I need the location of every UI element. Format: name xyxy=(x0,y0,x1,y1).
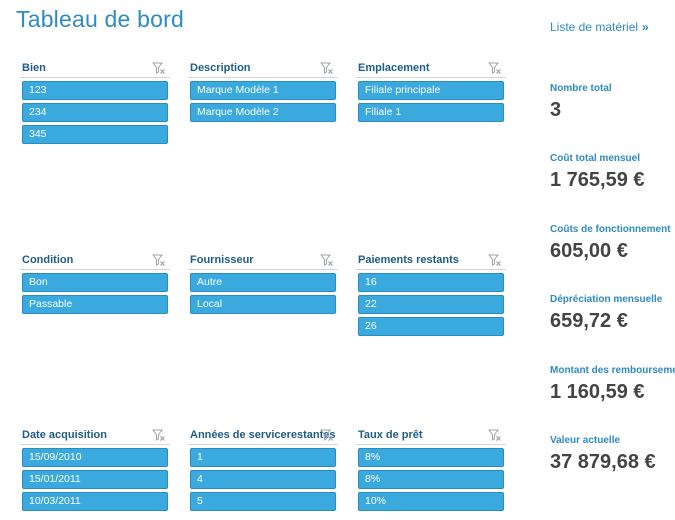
slicer-title: Date acquisition xyxy=(22,429,107,441)
kpi-label: Dépréciation mensuelle xyxy=(550,294,663,305)
slicer-header: Bien xyxy=(20,60,170,78)
kpi-value: 605,00 € xyxy=(550,240,628,262)
slicer-item[interactable]: 5 xyxy=(190,492,336,511)
slicer-header: Condition xyxy=(20,252,170,270)
funnel-clear-icon[interactable] xyxy=(319,253,334,267)
slicer-header: Taux de prêt xyxy=(356,427,506,445)
slicer-bien: Bien 123 234 345 xyxy=(20,60,170,144)
slicer-header: Emplacement xyxy=(356,60,506,78)
slicer-annees-de-servicerestantes: Années de servicerestantes 1 4 5 xyxy=(188,427,338,511)
slicer-item[interactable]: 4 xyxy=(190,470,336,489)
slicer-item[interactable]: Marque Modèle 1 xyxy=(190,81,336,100)
kpi-value: 1 160,59 € xyxy=(550,381,645,403)
slicer-title: Taux de prêt xyxy=(358,429,423,441)
slicer-item[interactable]: 10/03/2011 xyxy=(22,492,168,511)
slicer-taux-de-pret: Taux de prêt 8% 8% 10% xyxy=(356,427,506,511)
kpi-label: Valeur actuelle xyxy=(550,435,621,446)
slicer-title: Bien xyxy=(22,62,46,74)
equipment-list-link-label: Liste de matériel xyxy=(550,20,639,34)
slicer-item[interactable]: 123 xyxy=(22,81,168,100)
slicer-item[interactable]: 345 xyxy=(22,125,168,144)
kpi-value: 3 xyxy=(550,99,562,121)
kpi-value: 659,72 € xyxy=(550,310,628,332)
slicer-title: Fournisseur xyxy=(190,254,254,266)
funnel-clear-icon[interactable] xyxy=(487,253,502,267)
slicer-header: Date acquisition xyxy=(20,427,170,445)
slicer-item[interactable]: Autre xyxy=(190,273,336,292)
kpi-couts-de-fonctionnement: Coûts de fonctionnement 605,00 € xyxy=(550,224,675,263)
slicer-item[interactable]: 8% xyxy=(358,470,504,489)
slicer-item[interactable]: 1 xyxy=(190,448,336,467)
funnel-clear-icon[interactable] xyxy=(151,61,166,75)
slicer-item[interactable]: 16 xyxy=(358,273,504,292)
slicer-date-acquisition: Date acquisition 15/09/2010 15/01/2011 10/0… xyxy=(20,427,170,511)
funnel-clear-icon[interactable] xyxy=(487,61,502,75)
slicer-item[interactable]: 26 xyxy=(358,317,504,336)
equipment-list-link[interactable]: Liste de matériel» xyxy=(550,20,649,34)
slicer-condition: Condition Bon Passable xyxy=(20,252,170,314)
slicer-header: Années de servicerestantes xyxy=(188,427,338,445)
slicer-item[interactable]: Filiale principale xyxy=(358,81,504,100)
funnel-clear-icon[interactable] xyxy=(151,253,166,267)
kpi-cout-total-mensuel: Coût total mensuel 1 765,59 € xyxy=(550,153,675,192)
slicer-item[interactable]: 22 xyxy=(358,295,504,314)
kpi-valeur-actuelle: Valeur actuelle 37 879,68 € xyxy=(550,435,675,474)
slicer-item[interactable]: 15/01/2011 xyxy=(22,470,168,489)
double-chevron-right-icon: » xyxy=(642,20,649,34)
slicer-item[interactable]: Marque Modèle 2 xyxy=(190,103,336,122)
slicer-item[interactable]: Passable xyxy=(22,295,168,314)
slicer-title: Condition xyxy=(22,254,74,266)
slicer-fournisseur: Fournisseur Autre Local xyxy=(188,252,338,314)
slicer-item[interactable]: 15/09/2010 xyxy=(22,448,168,467)
page-title: Tableau de bord xyxy=(16,6,184,32)
funnel-clear-icon[interactable] xyxy=(151,428,166,442)
slicer-item[interactable]: 10% xyxy=(358,492,504,511)
slicer-item[interactable]: Filiale 1 xyxy=(358,103,504,122)
slicer-title: Emplacement xyxy=(358,62,430,74)
slicer-emplacement: Emplacement Filiale principale Filiale 1 xyxy=(356,60,506,122)
slicer-title: Paiements restants xyxy=(358,254,459,266)
kpi-nombre-total: Nombre total 3 xyxy=(550,83,675,122)
kpi-label: Coût total mensuel xyxy=(550,153,641,164)
funnel-clear-icon[interactable] xyxy=(487,428,502,442)
kpi-label: Nombre total xyxy=(550,83,612,94)
funnel-clear-icon[interactable] xyxy=(319,428,334,442)
slicer-item[interactable]: Bon xyxy=(22,273,168,292)
slicer-description: Description Marque Modèle 1 Marque Modèle … xyxy=(188,60,338,122)
kpi-label: Coûts de fonctionnement xyxy=(550,224,671,235)
kpi-label: Montant des remboursemer xyxy=(550,365,675,376)
slicer-header: Paiements restants xyxy=(356,252,506,270)
slicer-title: Description xyxy=(190,62,251,74)
slicer-item[interactable]: 234 xyxy=(22,103,168,122)
kpi-value: 1 765,59 € xyxy=(550,169,645,191)
funnel-clear-icon[interactable] xyxy=(319,61,334,75)
kpi-value: 37 879,68 € xyxy=(550,451,656,473)
kpi-montant-des-remboursemer: Montant des remboursemer 1 160,59 € xyxy=(550,365,675,404)
kpi-depreciation-mensuelle: Dépréciation mensuelle 659,72 € xyxy=(550,294,675,333)
slicer-header: Description xyxy=(188,60,338,78)
slicer-item[interactable]: Local xyxy=(190,295,336,314)
slicer-item[interactable]: 8% xyxy=(358,448,504,467)
slicer-paiements-restants: Paiements restants 16 22 26 xyxy=(356,252,506,336)
slicer-title: Années de servicerestantes xyxy=(190,429,336,441)
slicer-header: Fournisseur xyxy=(188,252,338,270)
